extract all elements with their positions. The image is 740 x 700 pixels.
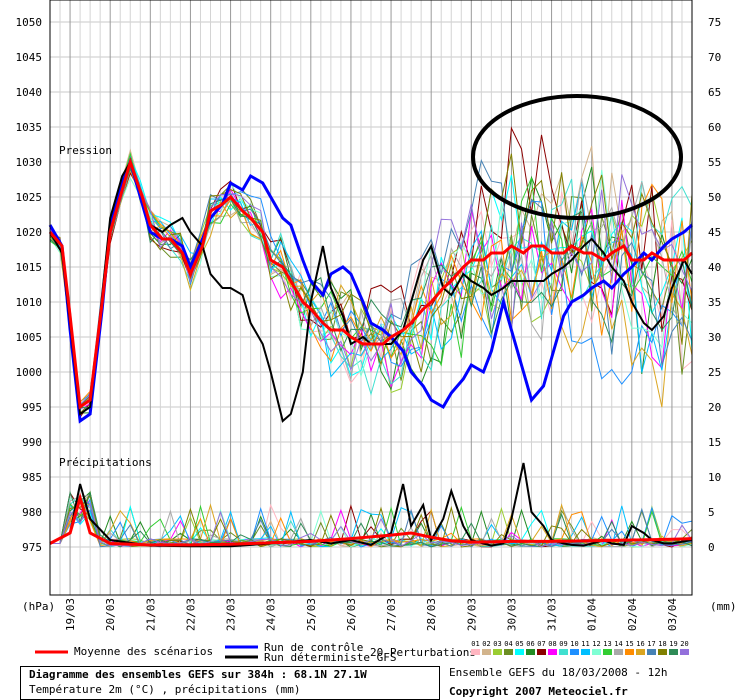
chart-title: Diagramme des ensembles GEFS sur 384h : … [29,668,367,681]
perturbation-line [49,158,693,409]
y-right-tick: 20 [708,401,721,414]
y-left-tick: 1030 [16,156,43,169]
legend-swatches [35,645,258,659]
perturbation-code: 17 [646,640,657,655]
copyright: Copyright 2007 Meteociel.fr [449,685,628,698]
run-info: Ensemble GEFS du 18/03/2008 - 12h [449,666,668,679]
perturbation-code: 11 [580,640,591,655]
legend-mean: Moyenne des scénarios [74,645,214,658]
perturbation-code: 02 [481,640,492,655]
perturbation-code: 16 [635,640,646,655]
perturbation-line [49,151,693,406]
perturbation-code: 03 [492,640,503,655]
y-right-tick: 65 [708,86,721,99]
x-tick-label: 02/04 [626,598,639,631]
x-tick-label: 19/03 [64,598,77,631]
x-tick-label: 21/03 [144,598,157,631]
info-box: Diagramme des ensembles GEFS sur 384h : … [20,666,440,700]
perturbation-code: 07 [536,640,547,655]
y-right-tick: 55 [708,156,721,169]
perturbation-code: 01 [470,640,481,655]
main-series-lines [48,157,693,548]
perturbation-line [49,153,693,407]
y-right-tick: 15 [708,436,721,449]
y-right-tick: 35 [708,296,721,309]
x-tick-label: 23/03 [225,598,238,631]
perturbation-code: 19 [668,640,679,655]
control-line [48,157,693,424]
precip-section-label: Précipitations [59,456,152,469]
y-left-tick: 1050 [16,16,43,29]
perturbation-code: 05 [514,640,525,655]
chart-subtitle: Température 2m (°C) , précipitations (mm… [29,683,301,696]
perturbation-code: 20 [679,640,690,655]
x-tick-label: 27/03 [385,598,398,631]
highlight-ellipse [471,94,683,220]
x-tick-label: 20/03 [104,598,117,631]
y-right-tick: 25 [708,366,721,379]
x-tick-label: 31/03 [546,598,559,631]
y-left-tick: 980 [22,506,42,519]
perturbation-code: 08 [547,640,558,655]
y-left-tick: 975 [22,541,42,554]
pressure-section-label: Pression [59,144,112,157]
x-tick-label: 25/03 [305,598,318,631]
y-left-tick: 1040 [16,86,43,99]
plot-frame [49,0,693,596]
legend-perturbations: 20 Perturbations [370,646,476,659]
perturbation-code: 14 [613,640,624,655]
perturbation-line [49,153,693,408]
y-right-tick: 30 [708,331,721,344]
perturbation-code: 15 [624,640,635,655]
y-left-tick: 1025 [16,191,43,204]
x-tick-label: 26/03 [345,598,358,631]
perturbation-code: 06 [525,640,536,655]
chart-grid [49,0,693,595]
y-left-tick: 1005 [16,331,43,344]
y-left-tick: 995 [22,401,42,414]
perturbation-code: 10 [569,640,580,655]
y-left-tick: 985 [22,471,42,484]
y-left-tick: 990 [22,436,42,449]
y-right-tick: 60 [708,121,721,134]
y-right-tick: 0 [708,541,715,554]
y-left-tick: 1015 [16,261,43,274]
y-left-tick: 1035 [16,121,43,134]
y-left-tick: 1000 [16,366,43,379]
y-right-tick: 45 [708,226,721,239]
mean-line [48,157,693,410]
x-tick-label: 29/03 [465,598,478,631]
y-right-tick: 5 [708,506,715,519]
y-right-tick: 70 [708,51,721,64]
y-left-tick: 1045 [16,51,43,64]
perturbation-code: 18 [657,640,668,655]
legend-det: Run déterministe GFS [264,651,397,664]
x-tick-label: 22/03 [184,598,197,631]
x-tick-label: 24/03 [265,598,278,631]
y-right-tick: 75 [708,16,721,29]
perturbation-code: 13 [602,640,613,655]
perturbation-code: 09 [558,640,569,655]
y-right-tick: 50 [708,191,721,204]
y-left-tick: 1020 [16,226,43,239]
det_p-line [49,462,693,548]
y-left-unit: (hPa) [22,600,55,613]
legend-control: Run de contrôle [264,641,364,654]
x-tick-label: 28/03 [425,598,438,631]
x-tick-label: 30/03 [505,598,518,631]
y-left-tick: 1010 [16,296,43,309]
y-right-tick: 10 [708,471,721,484]
x-tick-label: 03/04 [666,598,679,631]
perturbation-code: 12 [591,640,602,655]
x-tick-label: 01/04 [586,598,599,631]
y-right-tick: 40 [708,261,721,274]
y-right-unit: (mm) [710,600,737,613]
perturbation-code: 04 [503,640,514,655]
mean_p-line [49,492,693,547]
